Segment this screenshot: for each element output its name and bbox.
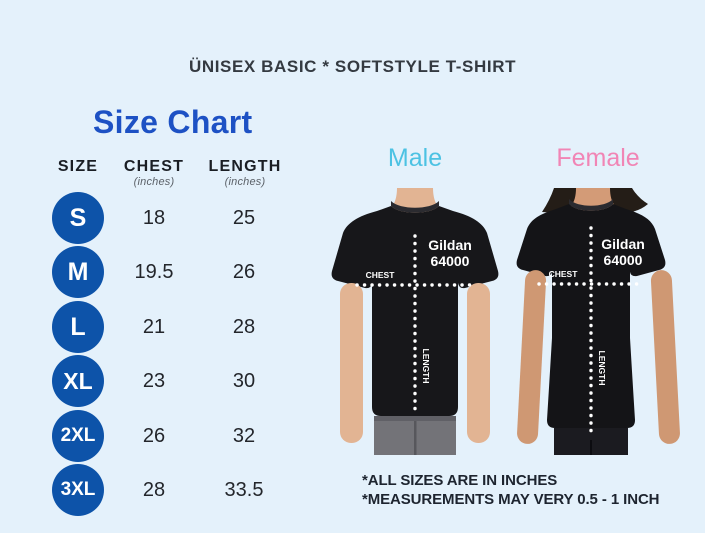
male-length-label: LENGTH: [421, 349, 431, 384]
length-value-2xl: 32: [232, 424, 256, 447]
size-badge-s: S: [52, 192, 104, 244]
female-label: Female: [556, 144, 640, 172]
female-pants-seam: [590, 440, 592, 455]
column-header-size: SIZE: [40, 158, 116, 176]
chest-value-l: 21: [142, 315, 166, 338]
female-brand-line1: Gildan: [601, 236, 645, 252]
size-badge-3xl: 3XL: [52, 464, 104, 516]
female-chest-label: CHEST: [549, 269, 579, 279]
male-pants-seam: [414, 421, 417, 455]
column-header-length: LENGTH (inches): [200, 158, 290, 188]
chest-value-3xl: 28: [142, 478, 166, 501]
column-header-chest: CHEST (inches): [112, 158, 196, 188]
size-badge-l: L: [52, 301, 104, 353]
length-value-m: 26: [232, 260, 256, 283]
female-shirt-collar: [569, 199, 613, 211]
column-header-chest-unit: (inches): [133, 176, 175, 188]
length-value-xl: 30: [232, 369, 256, 392]
column-header-length-label: LENGTH: [208, 158, 282, 175]
footnotes: *ALL SIZES ARE IN INCHES *MEASUREMENTS M…: [362, 471, 660, 509]
length-value-l: 28: [232, 315, 256, 338]
male-shirt-collar: [391, 201, 439, 213]
column-header-size-label: SIZE: [57, 158, 99, 175]
size-badge-m: M: [52, 246, 104, 298]
footnote-measurements: *MEASUREMENTS MAY VERY 0.5 - 1 INCH: [362, 491, 660, 508]
female-left-arm: [517, 270, 547, 444]
chest-value-2xl: 26: [142, 424, 166, 447]
table-row-l: L 21 28: [40, 301, 292, 353]
footnote-sizes: *ALL SIZES ARE IN INCHES: [362, 472, 558, 489]
male-left-arm: [340, 283, 363, 443]
length-value-s: 25: [232, 206, 256, 229]
male-shirt-photo: Gildan 64000 CHEST LENGTH: [331, 188, 499, 455]
male-right-arm: [467, 283, 490, 443]
female-length-label: LENGTH: [597, 351, 607, 386]
male-brand-line1: Gildan: [428, 237, 472, 253]
column-header-chest-label: CHEST: [123, 158, 185, 175]
male-label: Male: [387, 144, 443, 172]
female-right-arm: [650, 270, 680, 444]
table-row-s: S 18 25: [40, 192, 292, 244]
size-badge-2xl: 2XL: [52, 410, 104, 462]
male-chest-label: CHEST: [366, 270, 396, 280]
size-badge-xl: XL: [52, 355, 104, 407]
column-header-length-unit: (inches): [224, 176, 266, 188]
chest-value-m: 19.5: [134, 260, 174, 283]
female-shirt-photo: Gildan 64000 CHEST LENGTH: [516, 188, 680, 455]
size-chart-heading: Size Chart: [93, 104, 253, 140]
length-value-3xl: 33.5: [224, 478, 264, 501]
female-shirt-body: [516, 204, 666, 428]
female-brand-line2: 64000: [604, 252, 643, 268]
table-row-m: M 19.5 26: [40, 246, 292, 298]
chest-value-s: 18: [142, 206, 166, 229]
table-row-3xl: 3XL 28 33.5: [40, 464, 292, 516]
page-title: ÜNISEX BASIC * SOFTSTYLE T-SHIRT: [188, 57, 517, 76]
table-row-2xl: 2XL 26 32: [40, 410, 292, 462]
male-pants-belt: [374, 416, 456, 421]
chest-value-xl: 23: [142, 369, 166, 392]
table-row-xl: XL 23 30: [40, 355, 292, 407]
male-brand-line2: 64000: [431, 253, 470, 269]
